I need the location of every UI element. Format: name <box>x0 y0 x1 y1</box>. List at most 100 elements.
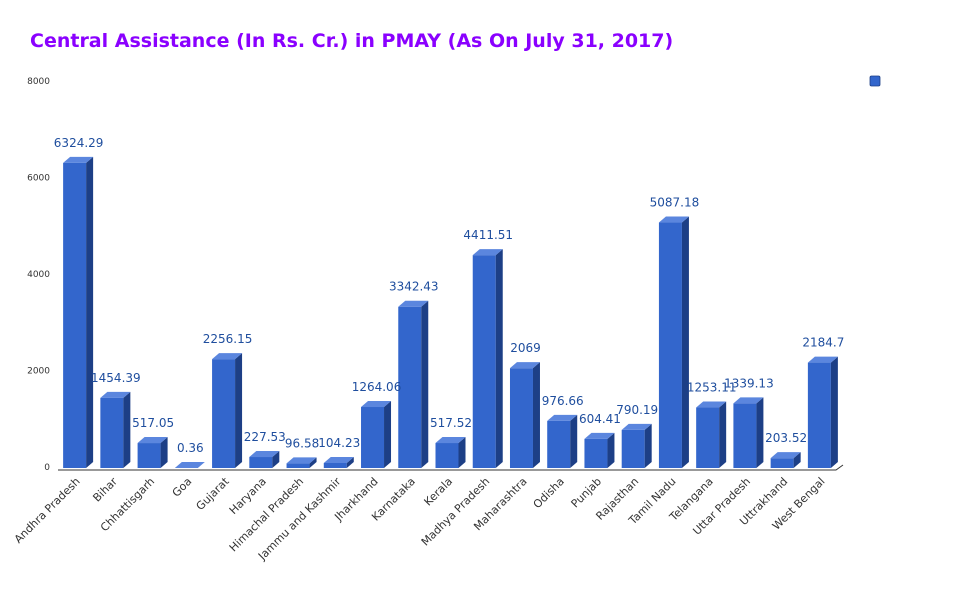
bar-top <box>63 156 94 163</box>
bar-side <box>160 437 168 468</box>
bar-side <box>272 451 280 468</box>
bar-side <box>421 300 429 468</box>
data-label: 104.23 <box>318 436 360 450</box>
data-label: 227.53 <box>244 430 286 444</box>
bar-top <box>658 216 689 223</box>
data-label: 6324.29 <box>54 136 104 150</box>
data-label: 790.19 <box>616 403 658 417</box>
data-label: 1454.39 <box>91 371 141 385</box>
bar-front <box>807 362 831 468</box>
bar-side <box>607 432 615 468</box>
bar-top <box>733 397 764 404</box>
bar-top <box>547 414 578 421</box>
bar-front <box>63 162 87 468</box>
y-axis: 0 2000 4000 6000 8000 <box>27 77 50 473</box>
bar-top <box>398 300 429 307</box>
bar <box>100 391 131 468</box>
bar-front <box>435 443 459 468</box>
y-tick-label: 2000 <box>27 367 50 377</box>
bar <box>807 356 838 468</box>
y-tick-label: 6000 <box>27 174 50 184</box>
bar <box>472 249 503 468</box>
data-label: 517.52 <box>430 416 472 430</box>
data-label: 2184.7 <box>802 336 844 350</box>
bar-top <box>696 401 727 408</box>
data-label: 3342.43 <box>389 280 439 294</box>
data-label: 517.05 <box>132 416 174 430</box>
x-tick-label: Odisha <box>531 475 567 511</box>
bar <box>361 401 392 468</box>
bar-side <box>532 362 540 468</box>
chart-title: Central Assistance (In Rs. Cr.) in PMAY … <box>30 30 674 52</box>
bar-front <box>137 443 161 468</box>
x-tick-label: Goa <box>170 475 195 500</box>
bar <box>63 156 94 468</box>
bar-top <box>137 437 168 444</box>
bar-front <box>658 222 682 468</box>
bar <box>547 414 578 468</box>
bar-front <box>286 463 310 468</box>
data-label: 1264.06 <box>352 380 402 394</box>
x-tick-label: Punjab <box>569 475 604 510</box>
bar-side <box>495 249 503 468</box>
bar <box>323 456 354 468</box>
y-tick-label: 0 <box>44 463 50 473</box>
bar-top <box>361 401 392 408</box>
bar-top <box>249 451 280 458</box>
bar <box>174 461 205 468</box>
bar <box>435 437 466 468</box>
bar-side <box>309 457 317 468</box>
bar <box>509 362 540 468</box>
bar-side <box>793 452 801 468</box>
bar <box>658 216 689 468</box>
bar-top <box>174 461 205 468</box>
bar <box>212 353 243 468</box>
data-label: 5087.18 <box>650 196 700 210</box>
bar-side <box>384 401 392 468</box>
legend-swatch <box>869 75 881 87</box>
data-label: 4411.51 <box>463 228 513 242</box>
bar <box>621 423 652 468</box>
bar-top <box>323 456 354 463</box>
data-label: 1339.13 <box>724 376 774 390</box>
bar-front <box>770 458 794 468</box>
bar-side <box>346 456 354 468</box>
bar-top <box>621 423 652 430</box>
y-tick-label: 8000 <box>27 77 50 87</box>
bar <box>696 401 727 468</box>
x-tick-label: Madhya Pradesh <box>419 475 493 549</box>
data-label: 2069 <box>510 341 541 355</box>
bar-front <box>621 429 645 468</box>
bar-side <box>458 437 466 468</box>
bar-side <box>644 423 652 468</box>
bar-top <box>286 457 317 464</box>
y-tick-label: 4000 <box>27 270 50 280</box>
bar-top <box>807 356 838 363</box>
bar-top <box>509 362 540 369</box>
bar-front <box>249 457 273 468</box>
bar-front <box>509 368 533 468</box>
bar-side <box>86 156 94 468</box>
data-label: 203.52 <box>765 431 807 445</box>
bar-top <box>435 437 466 444</box>
bar-side <box>681 216 689 468</box>
bar <box>137 437 168 468</box>
bar-front <box>696 407 720 468</box>
data-label: 1253.11 <box>687 381 737 395</box>
bar <box>733 397 764 468</box>
bar-front <box>323 462 347 468</box>
bar-front <box>584 438 608 468</box>
legend <box>869 75 881 87</box>
x-tick-label: Bihar <box>90 475 120 505</box>
bar <box>584 432 615 468</box>
x-tick-label: Andhra Pradesh <box>12 475 83 546</box>
bar-top <box>770 452 801 459</box>
bar-top <box>212 353 243 360</box>
data-label: 604.41 <box>579 412 621 426</box>
bar-side <box>756 397 764 468</box>
bar-series <box>63 156 838 468</box>
bar-top <box>472 249 503 256</box>
bar-side <box>235 353 243 468</box>
x-tick-label: Kerala <box>422 475 456 509</box>
